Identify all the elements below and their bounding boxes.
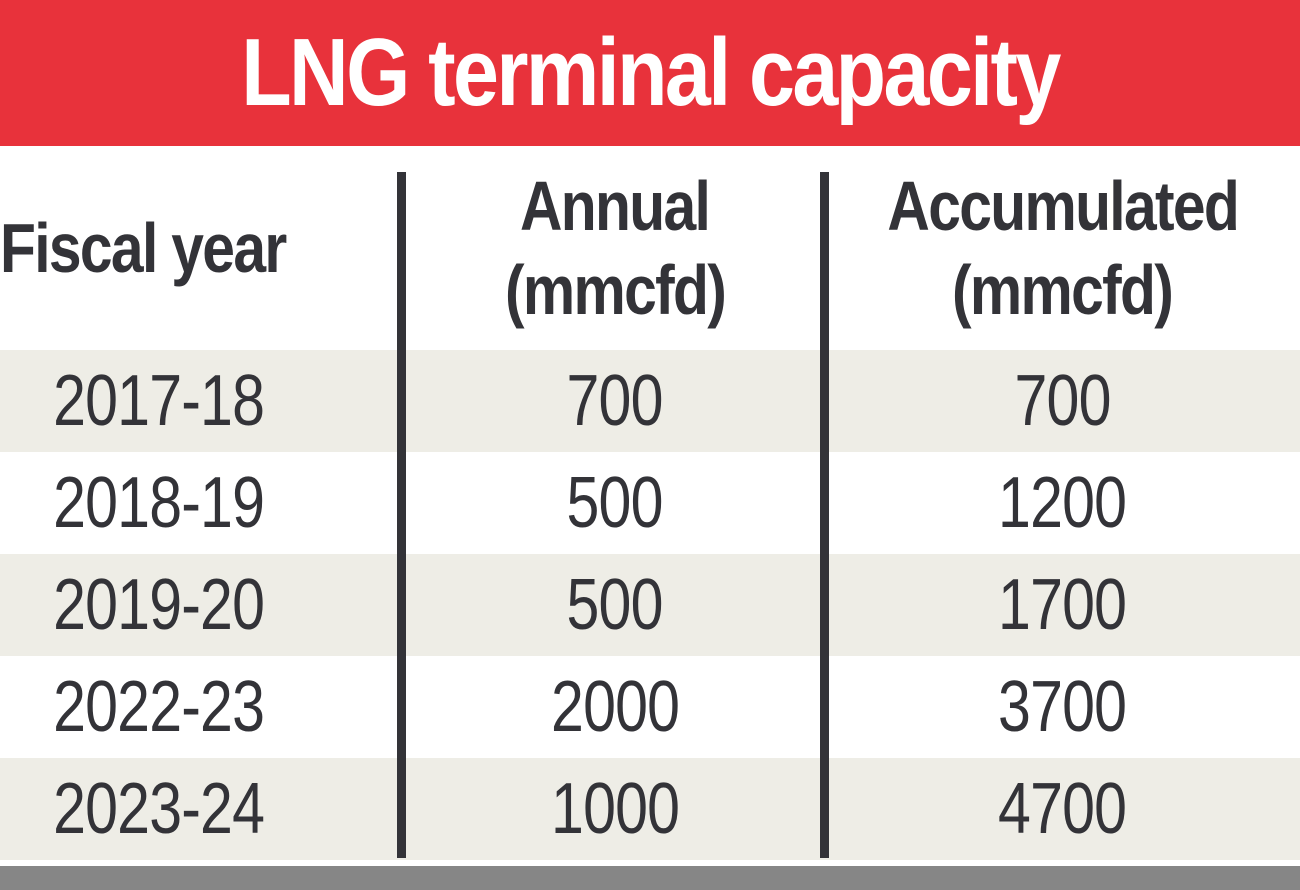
cell-accumulated: 1200	[825, 452, 1300, 554]
cell-text: 2018-19	[53, 463, 266, 543]
cell-text: 1200	[998, 463, 1127, 543]
page-title: LNG terminal capacity	[241, 19, 1061, 126]
cell-text: 2000	[550, 667, 680, 747]
cell-text: 500	[566, 565, 664, 645]
column-header-line: Annual	[520, 167, 711, 245]
cell-annual: 700	[405, 350, 825, 452]
table-body: 2017-18 700 700 2018-19 500 1200 2019-20…	[0, 350, 1300, 860]
table-row: 2019-20 500 1700	[0, 554, 1300, 656]
title-banner	[0, 0, 1300, 146]
column-header-accumulated: Accumulated (mmcfd)	[825, 146, 1300, 350]
column-divider	[397, 172, 406, 858]
cell-accumulated: 4700	[825, 758, 1300, 860]
table-row: 2018-19 500 1200	[0, 452, 1300, 554]
cell-annual: 500	[405, 452, 825, 554]
cell-text: 2022-23	[53, 667, 266, 747]
cell-text: 2023-24	[53, 769, 266, 849]
cell-text: 1700	[998, 565, 1127, 645]
cell-text: 700	[566, 361, 664, 441]
table-row: 2023-24 1000 4700	[0, 758, 1300, 860]
column-header-fiscal-year: Fiscal year	[0, 146, 320, 350]
cell-annual: 2000	[405, 656, 825, 758]
table-row: 2022-23 2000 3700	[0, 656, 1300, 758]
column-header-unit: (mmcfd)	[952, 251, 1174, 329]
column-header-unit: (mmcfd)	[504, 251, 727, 329]
cell-annual: 500	[405, 554, 825, 656]
cell-text: 700	[1014, 361, 1111, 441]
cell-text: 4700	[998, 769, 1127, 849]
cell-accumulated: 700	[825, 350, 1300, 452]
cell-text: 2019-20	[53, 565, 266, 645]
table-row: 2017-18 700 700	[0, 350, 1300, 452]
cell-fiscal-year: 2018-19	[0, 452, 318, 554]
cell-accumulated: 3700	[825, 656, 1300, 758]
cell-text: 2017-18	[53, 361, 266, 441]
cell-accumulated: 1700	[825, 554, 1300, 656]
cell-fiscal-year: 2017-18	[0, 350, 318, 452]
column-divider	[820, 172, 829, 858]
cell-fiscal-year: 2022-23	[0, 656, 318, 758]
cell-fiscal-year: 2019-20	[0, 554, 318, 656]
cell-text: 1000	[550, 769, 680, 849]
column-header-line: Fiscal year	[0, 209, 287, 287]
table-header: Fiscal year Annual (mmcfd) Accumulated (…	[0, 146, 1300, 350]
cell-annual: 1000	[405, 758, 825, 860]
column-header-annual: Annual (mmcfd)	[405, 146, 825, 350]
footer-bar	[0, 866, 1300, 890]
cell-text: 3700	[998, 667, 1127, 747]
cell-fiscal-year: 2023-24	[0, 758, 318, 860]
column-header-line: Accumulated	[887, 167, 1239, 245]
cell-text: 500	[566, 463, 664, 543]
